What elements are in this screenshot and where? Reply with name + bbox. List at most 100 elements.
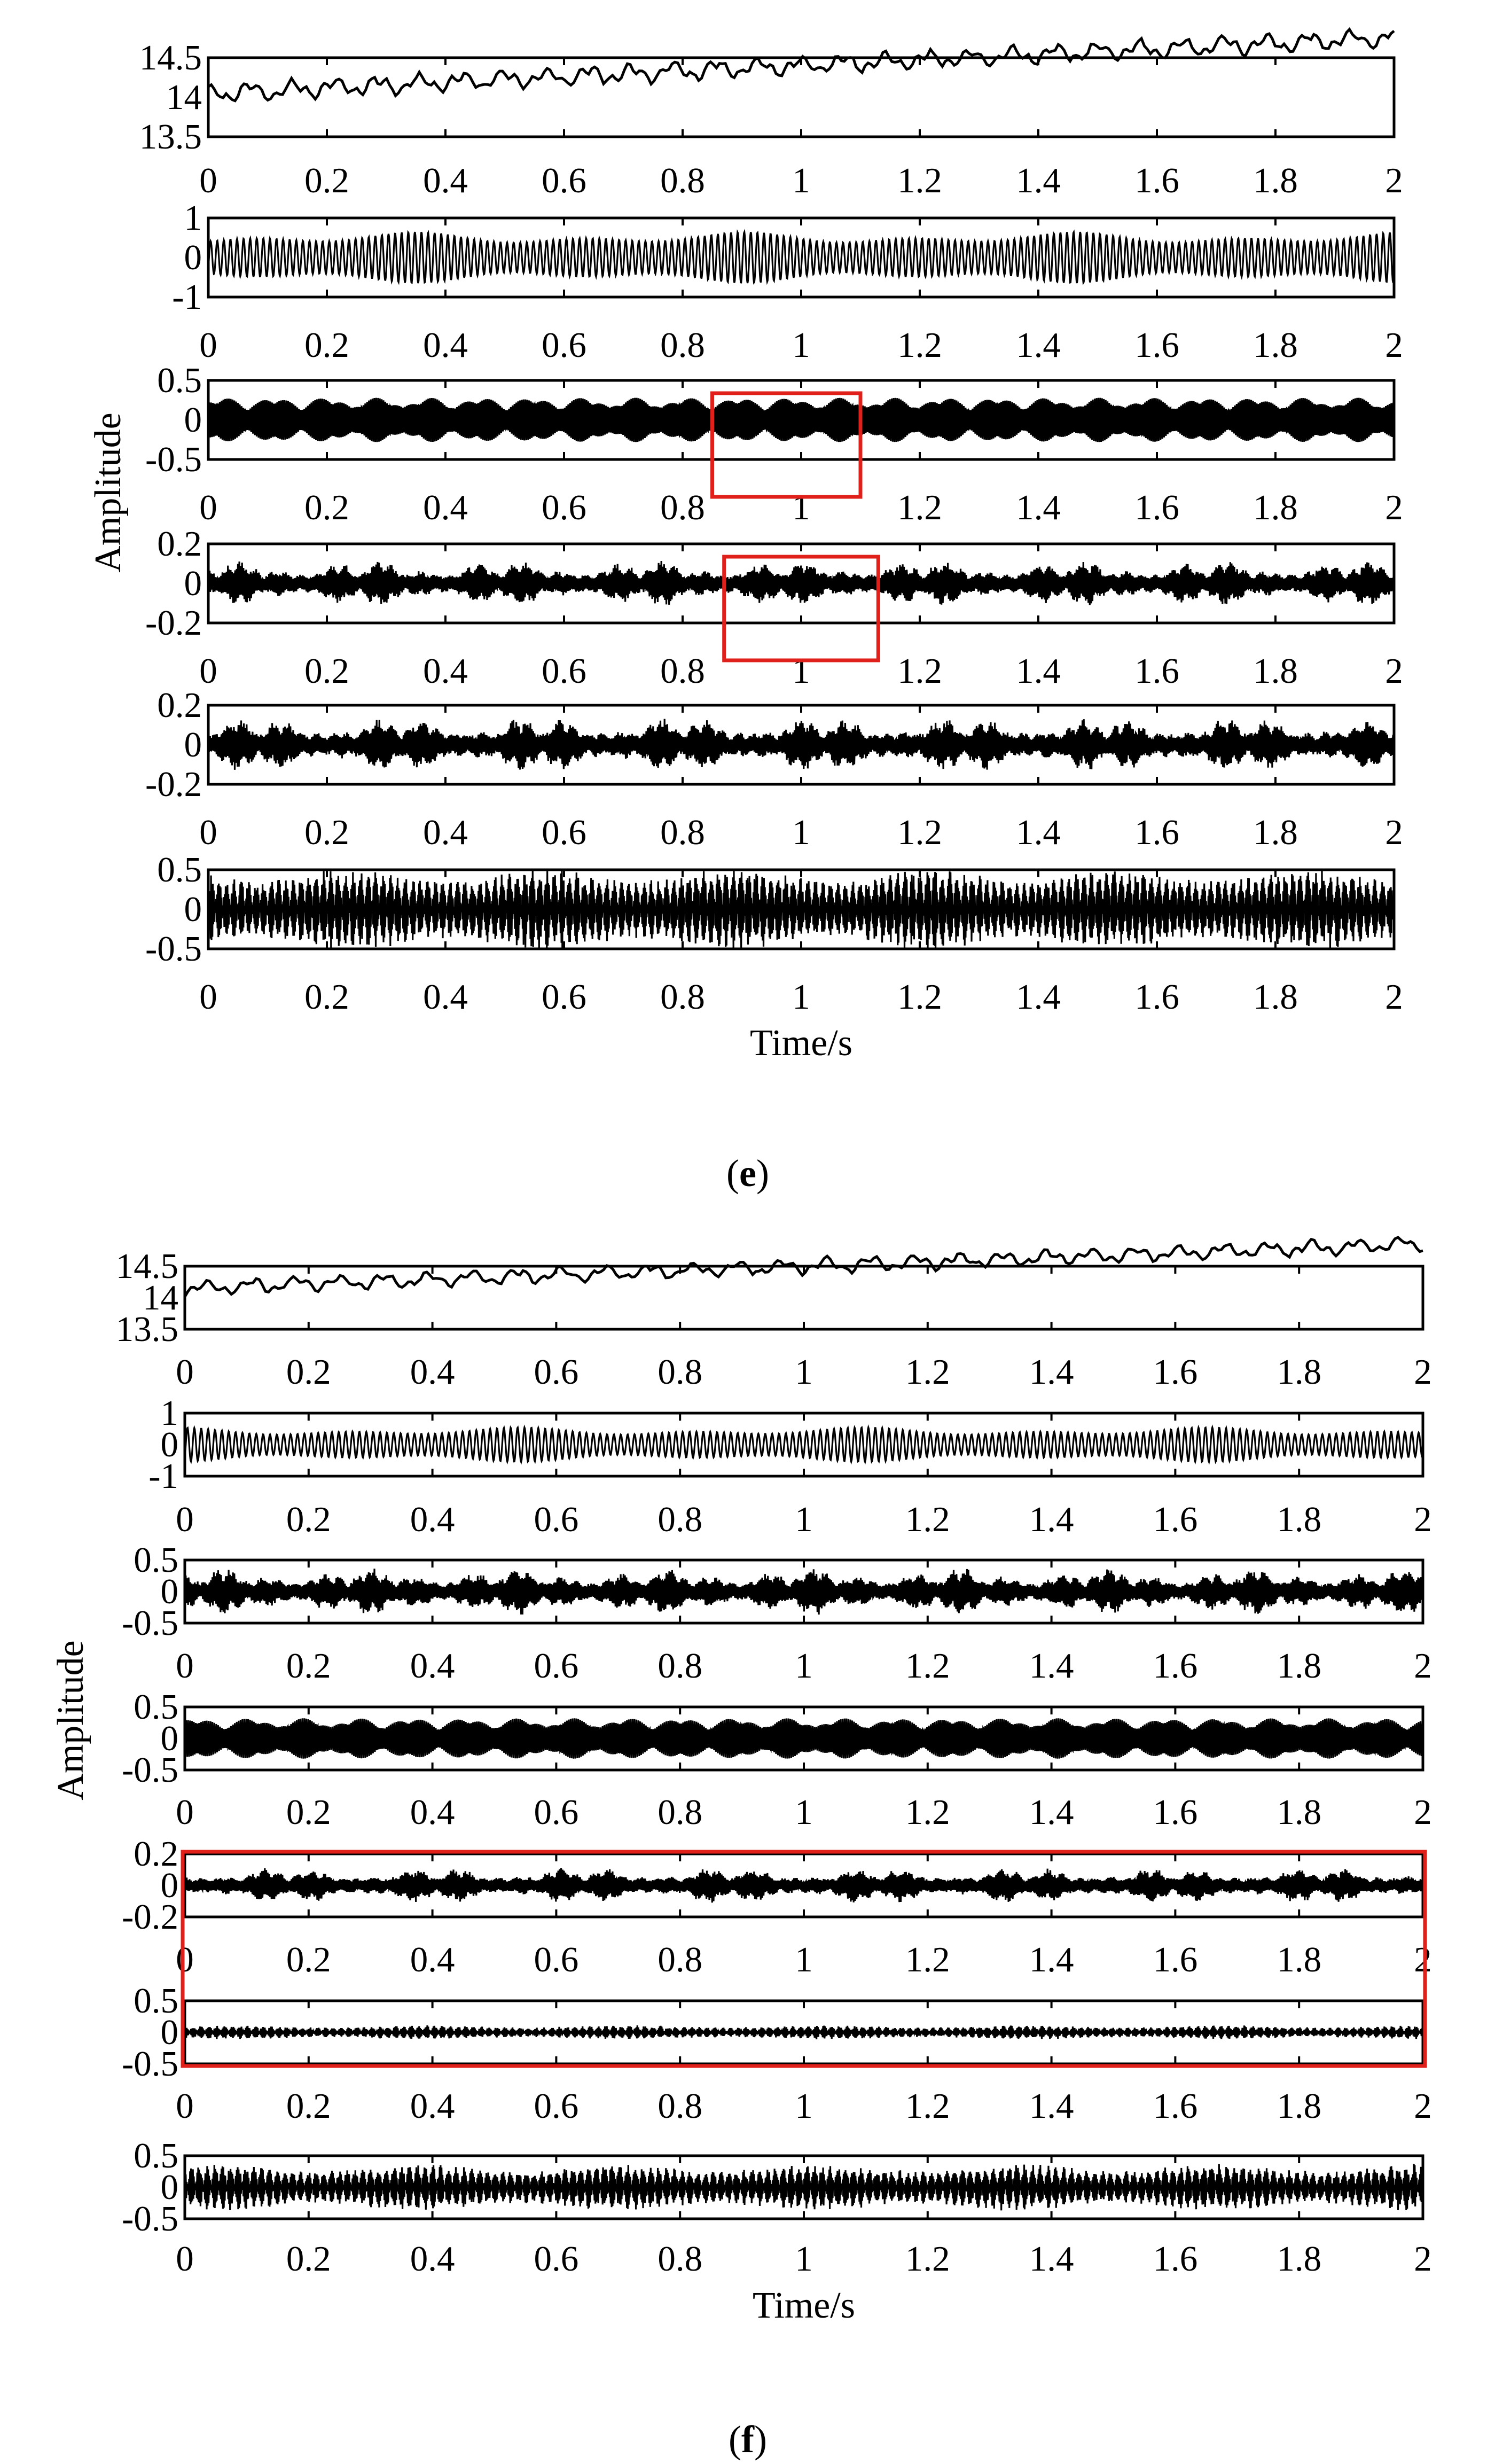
x-tick-label: 1.4 [1029,2086,1074,2126]
x-tick-label: 1 [795,1792,813,1832]
axes-frame [207,56,1396,138]
y-tick-label: 0 [184,400,202,440]
x-tick-label: 1.2 [905,1940,950,1979]
signal-line [207,397,1395,442]
x-tick-label: 1.2 [905,1500,950,1539]
subplot-3: 0.50-0.50 0.2 0.4 0.6 0.8 1 1.2 1.4 1.6 1.8 2 [145,361,1403,527]
highlight-box [722,555,880,662]
y-tick-label: 13.5 [116,1309,178,1349]
x-tick-label: 2 [1414,2086,1432,2126]
x-tick-label: 0.2 [304,325,349,365]
x-tick-label: 1 [795,1646,813,1686]
x-tick-label: 2 [1385,161,1403,200]
x-tick-label: 0.8 [660,325,705,365]
x-tick-label: 0.6 [534,1646,579,1686]
y-tick-label: -0.5 [122,2199,178,2239]
x-tick-label: 0.6 [534,2239,579,2279]
x-tick-label: 1 [795,1940,813,1979]
x-tick-label: 1.8 [1277,2086,1321,2126]
x-tick-label: 1.8 [1253,488,1298,527]
signal-line [184,1569,1424,1615]
x-tick-label: 0.2 [304,161,349,200]
x-tick-label: 1.4 [1016,651,1061,691]
x-tick-label: 0.4 [423,813,468,852]
x-tick-label: 0.4 [423,651,468,691]
x-tick-label: 0.4 [410,1352,455,1392]
x-tick-label: 0.6 [542,161,586,200]
y-tick-label: 0 [161,1425,179,1464]
x-tick-label: 1.8 [1253,813,1298,852]
x-tick-label: 1 [795,2086,813,2126]
x-tick-label: 2 [1414,1500,1432,1539]
subplot-6: 0.50-0.50 0.2 0.4 0.6 0.8 1 1.2 1.4 1.6 1.8 2 [145,850,1403,1017]
x-tick-label: 1.6 [1134,977,1179,1017]
x-tick-label: 1.6 [1134,161,1179,200]
x-tick-label: 2 [1385,325,1403,365]
x-tick-label: 0.8 [657,1352,702,1392]
x-tick-label: 1.6 [1134,651,1179,691]
highlight-box [181,1850,1427,2068]
panel-caption: (e) [726,1152,769,1195]
x-tick-label: 0.2 [286,1352,331,1392]
x-tick-label: 1.4 [1016,977,1061,1017]
signal-line [184,2164,1424,2211]
x-tick-label: 2 [1385,977,1403,1017]
y-tick-label: 0.5 [157,850,202,890]
x-tick-label: 2 [1414,2239,1432,2279]
x-tick-label: 2 [1414,1792,1432,1832]
signal-line [183,1236,1423,1298]
y-axis-label: Amplitude [88,412,129,572]
x-tick-label: 0.4 [410,1646,455,1686]
signal-line [184,1718,1424,1759]
x-tick-label: 0.4 [410,2239,455,2279]
y-tick-label: 0 [184,890,202,929]
x-tick-label: 1 [795,1500,813,1539]
x-tick-label: 1.2 [905,1646,950,1686]
y-tick-label: -0.5 [122,1603,178,1643]
x-tick-label: 0 [199,977,217,1017]
x-tick-label: 0 [199,325,217,365]
y-tick-label: 0 [161,1572,179,1611]
x-tick-label: 2 [1414,1352,1432,1392]
panel-letter: f [741,2418,755,2461]
x-tick-label: 0.4 [410,1940,455,1979]
x-tick-label: 1.2 [897,977,942,1017]
x-tick-label: 1.4 [1029,1792,1074,1832]
x-tick-label: 0.4 [423,488,468,527]
x-tick-label: 1.2 [897,651,942,691]
x-tick-label: 1.6 [1153,1646,1198,1686]
x-tick-label: 0.2 [286,2086,331,2126]
x-tick-label: 0 [176,1352,194,1392]
x-axis-label: Time/s [750,1023,852,1064]
x-tick-label: 0.2 [286,1646,331,1686]
axes-frame [183,1412,1424,1478]
x-tick-label: 1.4 [1029,1646,1074,1686]
x-tick-label: 0.2 [286,2239,331,2279]
x-tick-label: 1.4 [1016,325,1061,365]
x-tick-label: 1.2 [897,488,942,527]
signal-line [184,1868,1424,1903]
x-tick-label: 1.8 [1277,1500,1321,1539]
x-tick-label: 0.6 [534,1792,579,1832]
x-tick-label: 0.4 [423,977,468,1017]
highlight-box [710,391,863,499]
signal-line [207,229,1395,285]
x-tick-label: 0.4 [423,161,468,200]
panel-caption: (f) [729,2418,767,2461]
x-tick-label: 0.8 [660,813,705,852]
x-tick-label: 1.4 [1029,1940,1074,1979]
subplot-4: 0.50-0.50 0.2 0.4 0.6 0.8 1 1.2 1.4 1.6 1.8 2 [122,1687,1432,1832]
y-tick-label: 0.5 [134,1981,178,2021]
x-tick-label: 0.2 [304,488,349,527]
x-tick-label: 1.8 [1277,1940,1321,1979]
subplot-2: 10-10 0.2 0.4 0.6 0.8 1 1.2 1.4 1.6 1.8 2 [172,198,1403,365]
x-tick-label: 1 [795,2239,813,2279]
signal-line [207,869,1395,950]
x-tick-label: 0.6 [534,1940,579,1979]
y-tick-label: 0 [161,2013,179,2052]
y-tick-label: -0.5 [122,1750,178,1790]
y-tick-label: 14 [166,77,202,117]
x-tick-label: 0.8 [657,2086,702,2126]
x-tick-label: 0 [199,651,217,691]
